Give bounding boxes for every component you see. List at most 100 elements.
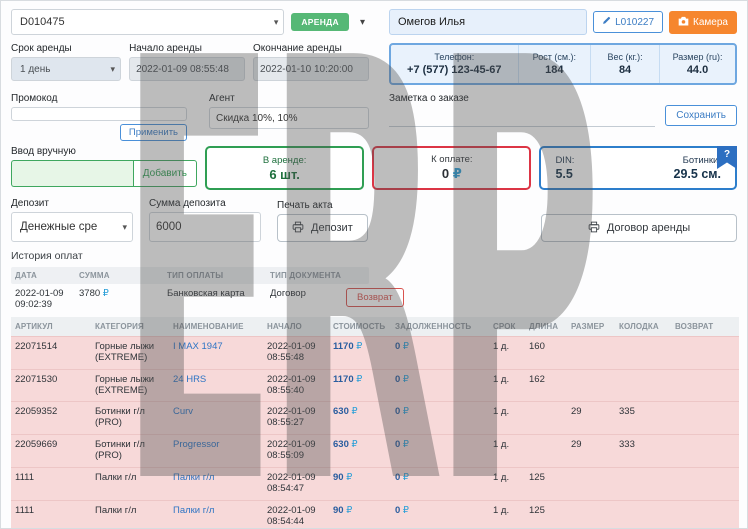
- chevron-down-icon: ▾: [122, 221, 127, 232]
- rent-end-field: Окончание аренды: [253, 43, 369, 81]
- deposit-amount-input[interactable]: [149, 212, 261, 242]
- chevron-down-icon: ▾: [359, 16, 365, 28]
- order-menu-toggle[interactable]: ▾: [356, 15, 369, 30]
- items-column-header: КАТЕГОРИЯ: [91, 316, 169, 337]
- customer-name-input[interactable]: [389, 9, 588, 35]
- item-start: 2022-01-09 08:55:48: [263, 335, 329, 370]
- agent-field: Агент: [209, 93, 369, 141]
- item-name-link[interactable]: Curv: [173, 406, 194, 418]
- item-name-link[interactable]: I MAX 1947: [173, 340, 223, 352]
- ruble-icon: ₽: [348, 406, 358, 418]
- order-number-select[interactable]: D010475 ▾: [11, 9, 285, 35]
- item-debt: 0 ₽: [391, 401, 489, 435]
- item-name-link[interactable]: Палки г/л: [173, 472, 215, 484]
- note-field: Заметка о заказе: [389, 93, 656, 127]
- boots-value: 29.5 см.: [673, 167, 721, 181]
- item-price: 1170 ₽: [329, 368, 391, 402]
- agent-input[interactable]: [209, 107, 369, 129]
- item-row: 22071530 Горные лыжи (EXTREME) 24 HRS 2022-…: [11, 368, 739, 402]
- rental-dates-fields: Срок аренды 1 день ▾ Начало аренды Оконч…: [11, 43, 369, 81]
- ruble-icon: ₽: [400, 373, 409, 385]
- items-column-header: ДЛИНА: [525, 316, 567, 337]
- manual-add-input[interactable]: [11, 160, 133, 187]
- printer-icon: [292, 221, 304, 236]
- ruble-icon: ₽: [452, 166, 462, 181]
- note-input[interactable]: [389, 107, 656, 127]
- manual-add-input-group: Добавить: [11, 160, 197, 187]
- ruble-icon: ₽: [400, 340, 409, 352]
- item-name-link[interactable]: Палки г/л: [173, 505, 215, 516]
- deposit-print-label: Депозит: [311, 222, 353, 234]
- item-price: 90 ₽: [329, 467, 391, 501]
- client-size-cell: Размер (ru): 44.0: [660, 45, 735, 83]
- promo-input[interactable]: [11, 107, 187, 121]
- item-row: 22059352 Ботинки г/л (PRO) Curv 2022-01-09 …: [11, 401, 739, 435]
- items-column-header: ЗАДОЛЖЕННОСТЬ: [391, 316, 489, 337]
- item-article: 1111: [11, 467, 91, 501]
- refund-button[interactable]: Возврат: [346, 288, 404, 307]
- deposit-print-button[interactable]: Депозит: [277, 214, 368, 242]
- item-debt: 0 ₽: [391, 335, 489, 370]
- promo-field: Промокод Применить: [11, 93, 187, 141]
- print-act-field: Печать акта Депозит: [277, 200, 368, 242]
- payment-document-type: Договор: [270, 288, 306, 299]
- item-start: 2022-01-09 08:54:47: [263, 467, 329, 501]
- rent-start-label: Начало аренды: [129, 43, 202, 54]
- print-act-label: Печать акта: [277, 200, 333, 211]
- client-card-button[interactable]: L010227: [593, 11, 664, 33]
- promo-note-row: Промокод Применить Агент Заметка о заказ…: [11, 93, 737, 141]
- deposit-type-select[interactable]: Денежные сре ▾: [11, 212, 133, 242]
- item-row: 22059669 Ботинки г/л (PRO) Progressor 2022-…: [11, 434, 739, 468]
- item-category: Палки г/л: [91, 467, 169, 501]
- deposit-amount-label: Сумма депозита: [149, 198, 226, 209]
- item-debt: 0 ₽: [391, 499, 489, 528]
- item-length: [525, 401, 567, 435]
- note-save-button[interactable]: Сохранить: [665, 105, 737, 126]
- payments-header-row: ДАТА СУММА ТИП ОПЛАТЫ ТИП ДОКУМЕНТА: [11, 267, 369, 284]
- contract-print-button[interactable]: Договор аренды: [541, 214, 737, 242]
- item-category: Горные лыжи (EXTREME): [91, 368, 169, 402]
- chevron-down-icon: ▾: [273, 16, 279, 27]
- help-ribbon[interactable]: ?: [717, 146, 737, 169]
- din-label: DIN:: [555, 155, 575, 166]
- pencil-icon: [602, 16, 611, 28]
- camera-button[interactable]: Камера: [669, 10, 737, 34]
- item-debt: 0 ₽: [391, 368, 489, 402]
- rent-term-select[interactable]: 1 день ▾: [11, 57, 122, 81]
- payments-col-amount: СУММА: [79, 271, 110, 280]
- client-phone-cell: Телефон: +7 (577) 123-45-67: [391, 45, 519, 83]
- items-column-header: СРОК: [489, 316, 525, 337]
- payments-title: История оплат: [11, 250, 83, 262]
- camera-button-label: Камера: [693, 16, 728, 28]
- ruble-icon: ₽: [400, 406, 409, 418]
- deposit-row: Депозит Денежные сре ▾ Сумма депозита Пе…: [11, 198, 737, 242]
- item-size: [567, 368, 615, 402]
- items-table-body: 22071514 Горные лыжи (EXTREME) I MAX 1947 2…: [11, 335, 739, 528]
- items-column-header: СТОИМОСТЬ: [329, 316, 391, 337]
- payment-amount: 3780 ₽: [79, 288, 109, 299]
- item-start: 2022-01-09 08:55:27: [263, 401, 329, 435]
- item-name-link[interactable]: 24 HRS: [173, 373, 207, 385]
- item-refund: [671, 499, 739, 528]
- note-area: Заметка о заказе Сохранить: [389, 93, 737, 127]
- item-length: 125: [525, 499, 567, 528]
- item-article: 22059669: [11, 434, 91, 468]
- item-refund: [671, 335, 739, 370]
- status-badge: АРЕНДА: [291, 13, 349, 31]
- deposit-type-field: Депозит Денежные сре ▾: [11, 198, 133, 242]
- to-pay-box: К оплате: 0 ₽: [372, 146, 532, 190]
- item-size: [567, 499, 615, 528]
- item-price: 630 ₽: [329, 401, 391, 435]
- manual-add-button[interactable]: Добавить: [132, 160, 197, 187]
- client-phone-value: +7 (577) 123-45-67: [407, 64, 502, 76]
- item-length: 160: [525, 335, 567, 370]
- rent-end-label: Окончание аренды: [253, 43, 342, 54]
- item-term: 1 д.: [489, 401, 525, 435]
- client-card-label: L010227: [615, 16, 655, 28]
- ruble-icon: ₽: [343, 505, 353, 516]
- payments-col-document: ТИП ДОКУМЕНТА: [270, 271, 342, 280]
- din-value: 5.5: [555, 167, 573, 181]
- boots-label: Ботинки:: [682, 155, 721, 166]
- promo-apply-button[interactable]: Применить: [119, 124, 187, 141]
- item-name-link[interactable]: Progressor: [173, 439, 220, 451]
